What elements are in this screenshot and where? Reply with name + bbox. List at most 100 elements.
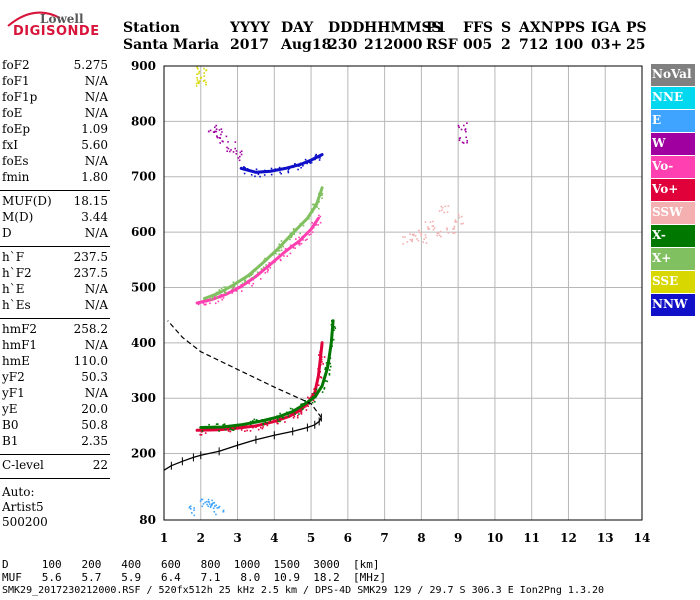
echo-point [289,407,292,410]
echo-point [267,268,269,271]
echo-point [211,294,214,297]
echo-point [318,156,320,159]
param-name: h`F2 [2,266,32,280]
echo-point [205,69,207,72]
echo-point [218,129,221,131]
echo-point [232,151,235,153]
param-row: hmE 110.0 [2,354,108,374]
echo-point [287,170,289,172]
echo-point [246,280,249,283]
param-name: yE [2,402,18,416]
echo-point [255,419,258,421]
echo-point [298,413,300,415]
echo-point [318,362,321,365]
echo-point [294,247,296,249]
echo-point [315,202,317,205]
echo-point [264,169,266,172]
echo-point [319,350,322,353]
echo-point [239,151,242,154]
echo-point [314,385,317,388]
legend-item: NNW [651,294,695,316]
echo-point [316,206,318,208]
echo-point [203,79,206,82]
echo-point [289,244,292,247]
param-value: 5.60 [81,138,108,152]
y-tick-label: 800 [131,114,156,128]
echo-point [279,258,282,261]
echo-point [417,239,420,242]
echo-point [201,498,204,501]
echo-point [305,402,308,405]
echo-point [251,285,253,287]
echo-point [252,426,254,429]
echo-point [264,257,266,260]
echo-point [295,408,298,411]
echo-point [293,415,296,418]
echo-point [324,368,326,370]
echo-point [197,303,200,306]
echo-point [308,400,311,402]
echo-point [203,75,206,77]
echo-point [466,122,468,124]
echo-point [199,500,202,502]
param-name: hmE [2,354,30,368]
echo-point [234,147,236,150]
echo-point [202,302,205,304]
echo-point [314,401,316,403]
echo-point [462,222,464,225]
autoscale-version: 500200 [2,515,48,529]
echo-point [287,248,289,251]
echo-point [313,158,316,161]
echo-point [215,291,218,294]
echo-point [438,210,441,212]
param-row: foF2 5.275 [2,58,108,78]
x-tick-label: 3 [233,531,241,545]
echo-point [419,231,421,234]
echo-point [208,295,211,298]
echo-point [438,234,441,236]
param-divider [0,454,110,455]
echo-point [259,171,261,173]
header-value-7: 2 [501,37,511,53]
param-row: foEp 1.09 [2,122,108,142]
echo-point [294,163,296,165]
echo-point [320,191,322,194]
header-label-0: Station [123,20,180,36]
y-tick-label: 80 [139,513,156,527]
param-row: h`F 237.5 [2,250,108,270]
param-name: foE [2,106,23,120]
echo-point [218,289,221,291]
echo-point [193,514,196,517]
echo-point [292,417,295,419]
echo-point [457,124,460,127]
echo-point [262,422,265,424]
echo-point [311,211,314,213]
echo-point [262,419,265,422]
echo-point [278,253,280,255]
echo-point [218,506,220,509]
echo-point [287,168,290,171]
echo-point [216,135,218,137]
echo-point [260,426,262,429]
echo-point [198,72,200,75]
echo-point [227,147,230,150]
echo-point [235,290,238,292]
echo-point [198,80,201,82]
echo-point [319,215,322,218]
param-name: h`Es [2,298,31,312]
echo-point [234,288,237,291]
param-value: N/A [84,90,108,104]
echo-point [219,137,222,139]
param-value: 50.3 [81,370,108,384]
echo-point [203,72,205,74]
echo-point [245,277,247,280]
header-value-1: 2017 [230,37,269,53]
echo-point [236,426,239,428]
echo-point [278,249,281,252]
echo-point [325,380,327,382]
echo-point [212,502,214,504]
header-label-5: P1 [426,20,447,36]
param-value: N/A [84,282,108,296]
echo-point [242,283,245,286]
echo-point [293,228,295,231]
